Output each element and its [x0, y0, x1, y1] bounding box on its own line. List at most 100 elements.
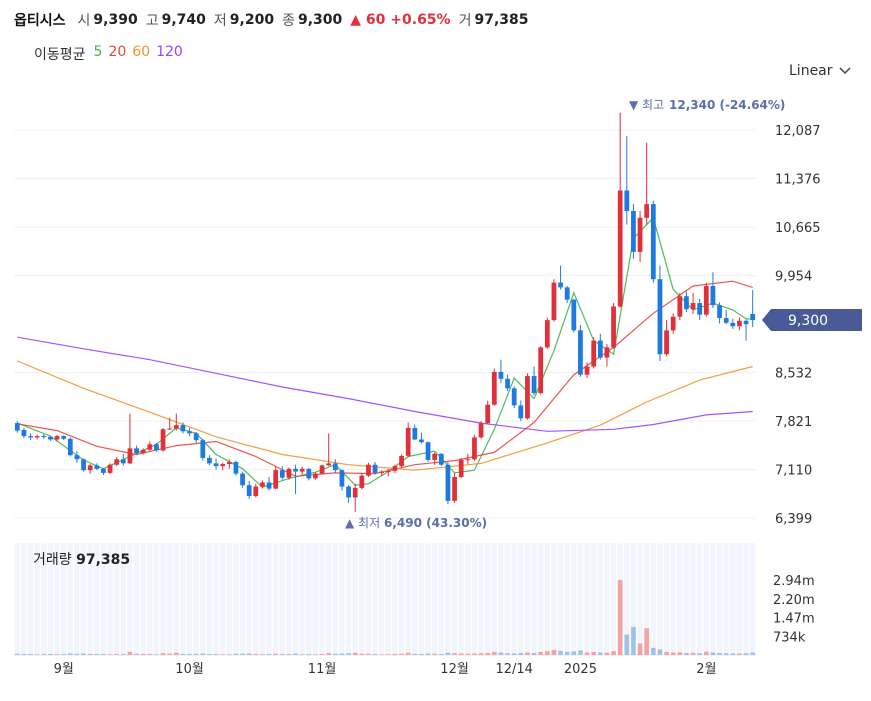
volume-bar	[213, 653, 219, 655]
candle-body	[657, 279, 663, 355]
candle-body	[107, 464, 113, 473]
candle-body	[346, 486, 351, 498]
volume-bg-stripe	[551, 543, 557, 655]
volume-bar	[452, 653, 457, 655]
volume-bg-stripe	[736, 543, 743, 655]
candle-body	[339, 470, 345, 487]
candle-body	[505, 378, 510, 389]
volume-bg-stripe	[352, 543, 358, 655]
x-tick-label: 9월	[54, 662, 74, 677]
volume-bar	[299, 654, 305, 655]
volume-bar	[200, 653, 206, 655]
volume-bg-stripe	[332, 543, 338, 655]
candle-body	[723, 318, 729, 323]
volume-tick-label: 2.20m	[773, 593, 815, 608]
volume-bar	[180, 653, 186, 655]
candle-body	[313, 473, 318, 479]
candle-body	[697, 303, 703, 315]
volume-bar	[372, 653, 378, 655]
volume-bg-stripe	[637, 543, 643, 655]
volume-bg-stripe	[657, 543, 663, 655]
scale-selector[interactable]: Linear	[789, 63, 851, 79]
volume-bg-stripe	[359, 543, 365, 655]
y-tick-label: 9,954	[775, 270, 812, 285]
high-label: 고	[145, 13, 159, 29]
volume-bg-stripe	[511, 543, 517, 655]
ma-60-legend[interactable]: 60	[132, 44, 151, 60]
candle-body	[538, 347, 544, 394]
stock-header: 옵티시스 시 9,390 고 9,740 저 9,200 종 9,300 ▲ 6…	[14, 10, 537, 30]
volume-bar	[670, 652, 676, 655]
change-value: ▲ 60 +0.65%	[350, 12, 451, 28]
volume-bar	[273, 653, 279, 655]
volume-bg-stripe	[272, 543, 279, 655]
volume-bar	[220, 654, 226, 655]
volume-bg-stripe	[584, 543, 590, 655]
volume-bar	[306, 653, 312, 655]
volume-bar	[346, 653, 351, 655]
volume-bar	[677, 652, 683, 655]
volume-bg-stripe	[299, 543, 305, 655]
ma-20-legend[interactable]: 20	[108, 44, 127, 60]
candle-body	[14, 423, 20, 431]
ma-20-line	[17, 280, 753, 477]
volume-bg-stripe	[749, 543, 756, 655]
volume-bg-stripe	[491, 543, 497, 655]
candle-body	[385, 470, 391, 472]
candle-body	[140, 449, 146, 454]
candle-body	[266, 482, 272, 489]
candle-body	[525, 376, 530, 419]
volume-panel-value: 97,385	[76, 552, 131, 568]
candle-body	[438, 453, 444, 465]
ma-5-legend[interactable]: 5	[93, 44, 103, 60]
volume-bar	[412, 653, 418, 655]
ma-120-legend[interactable]: 120	[156, 44, 183, 60]
volume-bg-stripe	[160, 543, 166, 655]
candle-body	[154, 444, 159, 451]
volume-bg-stripe	[133, 543, 140, 655]
candle-body	[319, 465, 325, 474]
volume-bar	[253, 653, 259, 655]
volume-bg-stripe	[259, 543, 266, 655]
volume-bar	[723, 653, 729, 655]
volume-bar	[604, 652, 610, 655]
volume-bar	[87, 653, 93, 655]
volume-bg-stripe	[663, 543, 670, 655]
volume-bg-stripe	[193, 543, 199, 655]
volume-bar	[28, 653, 33, 655]
volume-bg-stripe	[710, 543, 716, 655]
volume-bg-stripe	[465, 543, 471, 655]
volume-bar	[465, 653, 471, 655]
candle-body	[597, 340, 603, 358]
volume-bar	[120, 653, 126, 655]
volume-bar	[207, 653, 212, 655]
candle-body	[750, 313, 756, 321]
volume-bg-stripe	[365, 543, 372, 655]
candle-body	[730, 322, 736, 327]
candle-body	[299, 468, 305, 472]
candle-body	[207, 457, 212, 464]
candle-body	[432, 453, 438, 460]
volume-bar	[240, 653, 245, 655]
volume-bar	[193, 653, 199, 655]
candle-body	[28, 436, 33, 438]
volume-bg-stripe	[233, 543, 239, 655]
y-tick-label: 7,821	[775, 415, 812, 430]
volume-bar	[551, 649, 557, 655]
volume-bar	[101, 653, 106, 655]
volume-bg-stripe	[730, 543, 736, 655]
volume-bg-stripe	[690, 543, 696, 655]
volume-bar	[352, 652, 358, 655]
candle-body	[260, 482, 265, 487]
candle-body	[737, 320, 742, 327]
volume-bar	[226, 654, 232, 655]
volume-bg-stripe	[650, 543, 656, 655]
candle-body	[677, 296, 683, 317]
volume-bg-stripe	[213, 543, 219, 655]
volume-bar	[644, 628, 650, 655]
y-tick-label: 8,532	[775, 367, 812, 382]
volume-bg-stripe	[604, 543, 610, 655]
candle-body	[399, 455, 404, 467]
volume-bg-stripe	[398, 543, 405, 655]
